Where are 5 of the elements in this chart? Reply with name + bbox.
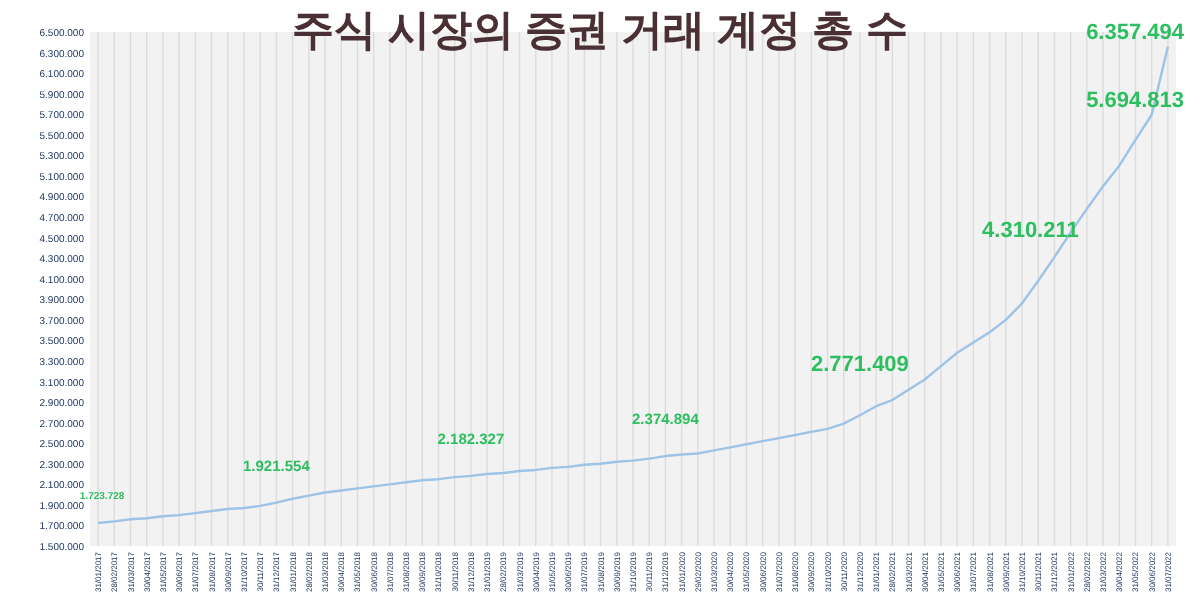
chart-title: 주식 시장의 증권 거래 계정 총 수 xyxy=(291,8,909,54)
data-label: 6.357.494 xyxy=(1086,20,1186,45)
data-label: 2.771.409 xyxy=(810,353,909,378)
data-label: 4.310.211 xyxy=(982,219,1079,244)
data-label: 5.694.813 xyxy=(1086,88,1184,113)
